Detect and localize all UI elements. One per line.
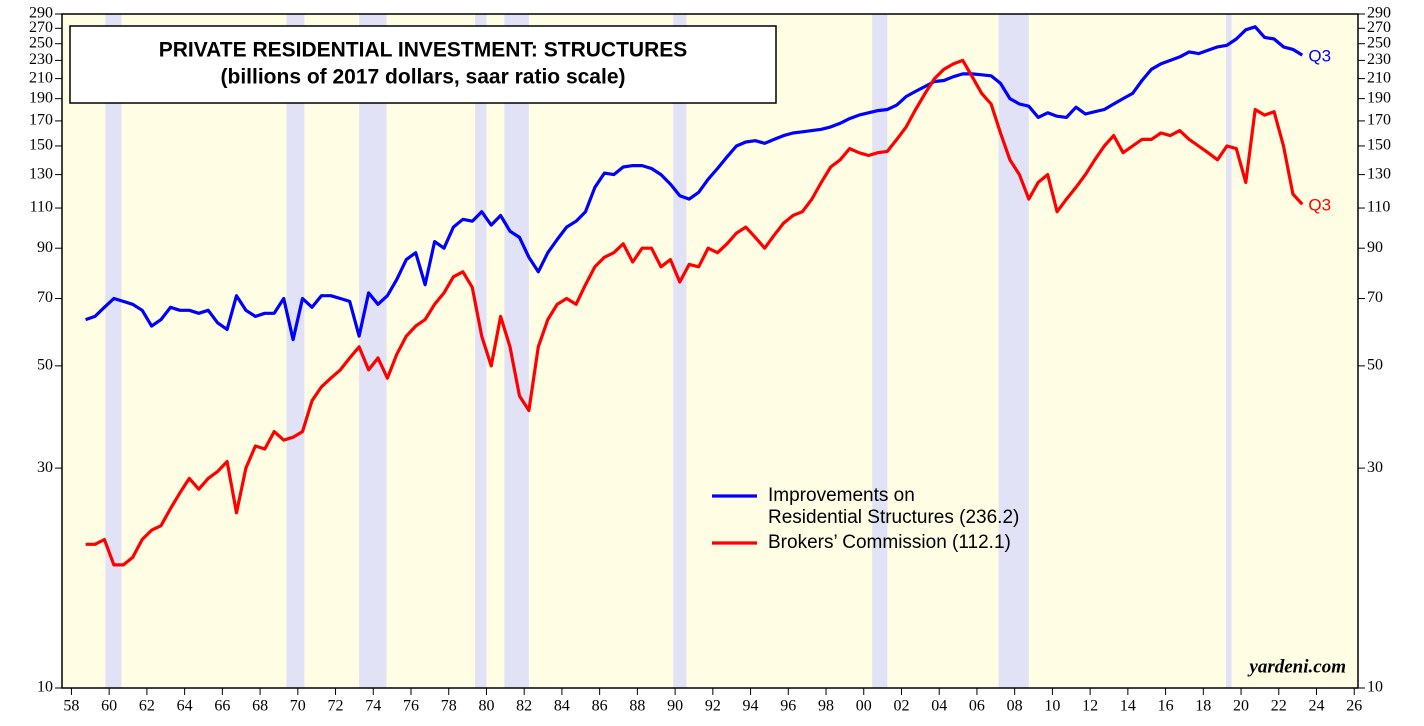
x-tick-label: 08	[1007, 698, 1023, 715]
legend-label: Brokers’ Commission (112.1)	[768, 532, 1011, 553]
y2-tick-label: 230	[1367, 51, 1391, 68]
y-tick-label: 130	[29, 165, 53, 182]
y2-tick-label: 250	[1367, 34, 1391, 51]
y-tick-label: 150	[29, 137, 53, 154]
y2-tick-label: 150	[1367, 137, 1391, 154]
x-tick-label: 22	[1271, 698, 1287, 715]
y-tick-label: 50	[37, 357, 53, 374]
x-tick-label: 70	[290, 698, 306, 715]
recession-band	[359, 14, 387, 688]
x-tick-label: 06	[969, 698, 985, 715]
y2-tick-label: 170	[1367, 112, 1391, 129]
x-tick-label: 66	[214, 698, 230, 715]
x-tick-label: 96	[780, 698, 796, 715]
x-tick-label: 98	[818, 698, 834, 715]
x-tick-label: 76	[403, 698, 419, 715]
y-tick-label: 270	[29, 19, 53, 36]
y-tick-label: 90	[37, 239, 53, 256]
x-tick-label: 88	[629, 698, 645, 715]
y2-tick-label: 130	[1367, 165, 1391, 182]
recession-band	[872, 14, 888, 688]
x-tick-label: 12	[1082, 698, 1098, 715]
recession-band	[105, 14, 122, 688]
y2-tick-label: 30	[1367, 459, 1383, 476]
plot-frame	[61, 13, 1359, 689]
y-tick-label: 170	[29, 112, 53, 129]
x-tick-label: 24	[1308, 698, 1324, 715]
y-tick-label: 70	[37, 289, 53, 306]
end-label: Q3	[1308, 196, 1331, 215]
x-tick-label: 80	[478, 698, 494, 715]
chart-title: PRIVATE RESIDENTIAL INVESTMENT: STRUCTUR…	[159, 39, 688, 62]
x-tick-label: 02	[893, 698, 909, 715]
recession-band	[1225, 14, 1232, 688]
series-line	[85, 58, 1304, 567]
y2-tick-label: 70	[1367, 289, 1383, 306]
x-tick-label: 62	[139, 698, 155, 715]
chart-subtitle: (billions of 2017 dollars, saar ratio sc…	[221, 66, 626, 89]
y2-tick-label: 190	[1367, 89, 1391, 106]
y-tick-label: 30	[37, 459, 53, 476]
x-tick-label: 68	[252, 698, 268, 715]
series-line	[85, 25, 1304, 342]
x-tick-label: 18	[1195, 698, 1211, 715]
end-label: Q3	[1308, 47, 1331, 66]
x-tick-label: 72	[328, 698, 344, 715]
y2-tick-label: 90	[1367, 239, 1383, 256]
title-box	[69, 25, 777, 104]
recession-band	[475, 14, 487, 688]
y-tick-label: 10	[37, 679, 53, 696]
plot-background	[62, 14, 1358, 688]
x-tick-label: 84	[554, 698, 570, 715]
x-tick-label: 58	[63, 698, 79, 715]
legend-label: Improvements on Residential Structures (…	[768, 485, 1020, 528]
y-tick-label: 250	[29, 34, 53, 51]
y-tick-label: 210	[29, 69, 53, 86]
recession-band	[504, 14, 529, 688]
x-tick-label: 82	[516, 698, 532, 715]
x-tick-label: 20	[1233, 698, 1249, 715]
y-tick-label: 290	[29, 5, 53, 22]
x-tick-label: 60	[101, 698, 117, 715]
recession-band	[286, 14, 305, 688]
y-tick-label: 230	[29, 51, 53, 68]
x-tick-label: 92	[705, 698, 721, 715]
y2-tick-label: 270	[1367, 19, 1391, 36]
x-tick-label: 94	[743, 698, 759, 715]
x-tick-label: 16	[1158, 698, 1174, 715]
source: yardeni.com	[1247, 656, 1346, 677]
recession-band	[998, 14, 1029, 688]
x-tick-label: 14	[1120, 698, 1136, 715]
y2-tick-label: 10	[1367, 679, 1383, 696]
x-tick-label: 26	[1346, 698, 1362, 715]
x-tick-label: 86	[592, 698, 608, 715]
x-tick-label: 90	[667, 698, 683, 715]
x-tick-label: 78	[441, 698, 457, 715]
x-tick-label: 64	[177, 698, 193, 715]
y-tick-label: 110	[30, 199, 53, 216]
y2-tick-label: 290	[1367, 5, 1391, 22]
x-tick-label: 10	[1044, 698, 1060, 715]
recession-band	[673, 14, 687, 688]
x-tick-label: 00	[856, 698, 872, 715]
x-tick-label: 04	[931, 698, 947, 715]
y2-tick-label: 110	[1367, 199, 1390, 216]
y2-tick-label: 210	[1367, 69, 1391, 86]
y-tick-label: 190	[29, 89, 53, 106]
x-tick-label: 74	[365, 698, 381, 715]
y2-tick-label: 50	[1367, 357, 1383, 374]
